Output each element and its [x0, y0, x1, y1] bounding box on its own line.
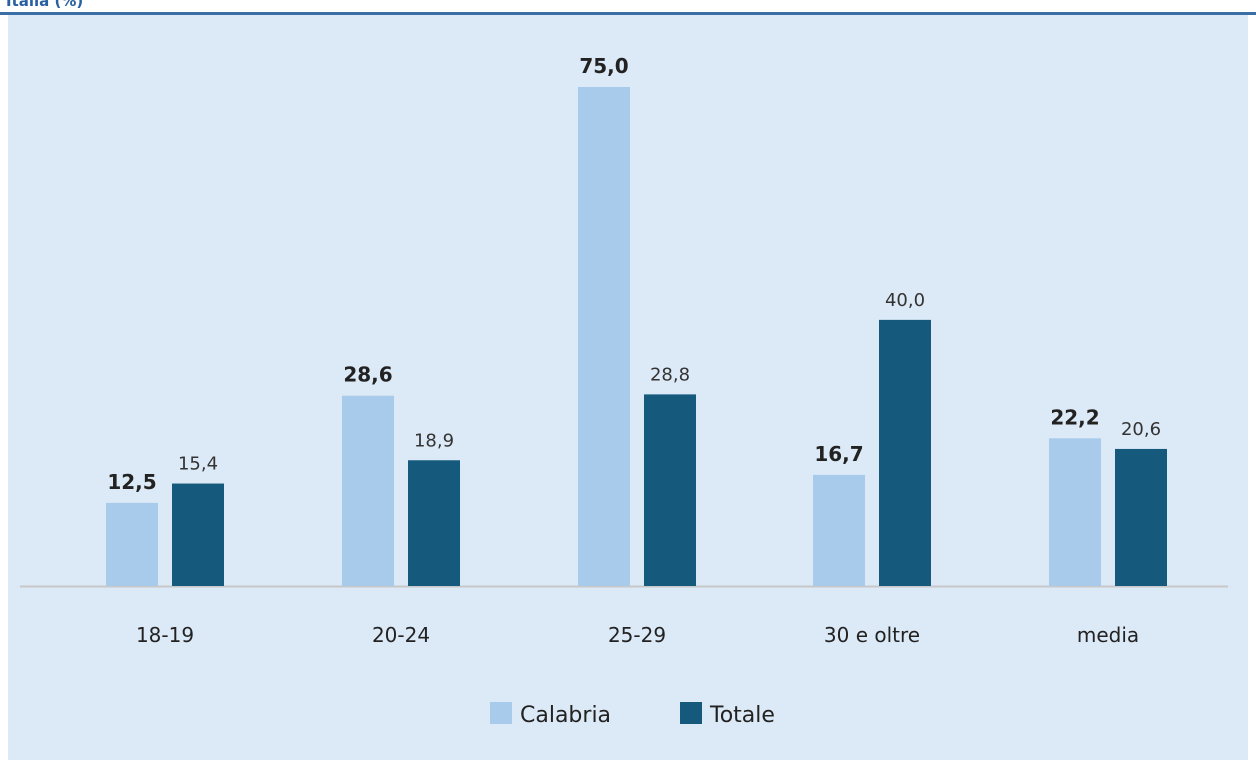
- title-rule: [0, 12, 1256, 15]
- bar-totale-3: [879, 319, 931, 586]
- x-tick-label-0: 18-19: [136, 623, 194, 647]
- chart-title-fragment: Italia (%): [0, 0, 1256, 12]
- bar-totale-1: [408, 460, 460, 586]
- legend-swatch-calabria: [490, 702, 512, 724]
- data-label-totale-2: 28,8: [650, 364, 690, 385]
- x-tick-label-1: 20-24: [372, 623, 430, 647]
- bar-totale-0: [172, 483, 224, 586]
- legend-label-totale: Totale: [709, 703, 775, 728]
- bar-totale-4: [1115, 448, 1167, 586]
- data-label-calabria-3: 16,7: [814, 442, 863, 466]
- data-label-totale-3: 40,0: [885, 290, 925, 311]
- bar-calabria-4: [1049, 438, 1101, 586]
- data-label-totale-1: 18,9: [414, 430, 454, 451]
- data-label-calabria-4: 22,2: [1050, 405, 1099, 429]
- x-tick-label-4: media: [1077, 623, 1139, 647]
- x-tick-label-2: 25-29: [608, 623, 666, 647]
- data-label-calabria-2: 75,0: [579, 54, 628, 78]
- x-tick-label-3: 30 e oltre: [824, 623, 920, 647]
- bar-calabria-3: [813, 474, 865, 586]
- data-label-totale-0: 15,4: [178, 454, 218, 475]
- bar-totale-2: [644, 394, 696, 586]
- bar-calabria-0: [106, 502, 158, 586]
- legend-swatch-totale: [680, 702, 702, 724]
- bar-calabria-1: [342, 395, 394, 586]
- data-label-calabria-0: 12,5: [107, 470, 156, 494]
- bar-calabria-2: [578, 87, 630, 586]
- legend-label-calabria: Calabria: [520, 703, 611, 728]
- data-label-totale-4: 20,6: [1121, 419, 1161, 440]
- title-text: Italia (%): [6, 0, 84, 10]
- data-label-calabria-1: 28,6: [343, 363, 392, 387]
